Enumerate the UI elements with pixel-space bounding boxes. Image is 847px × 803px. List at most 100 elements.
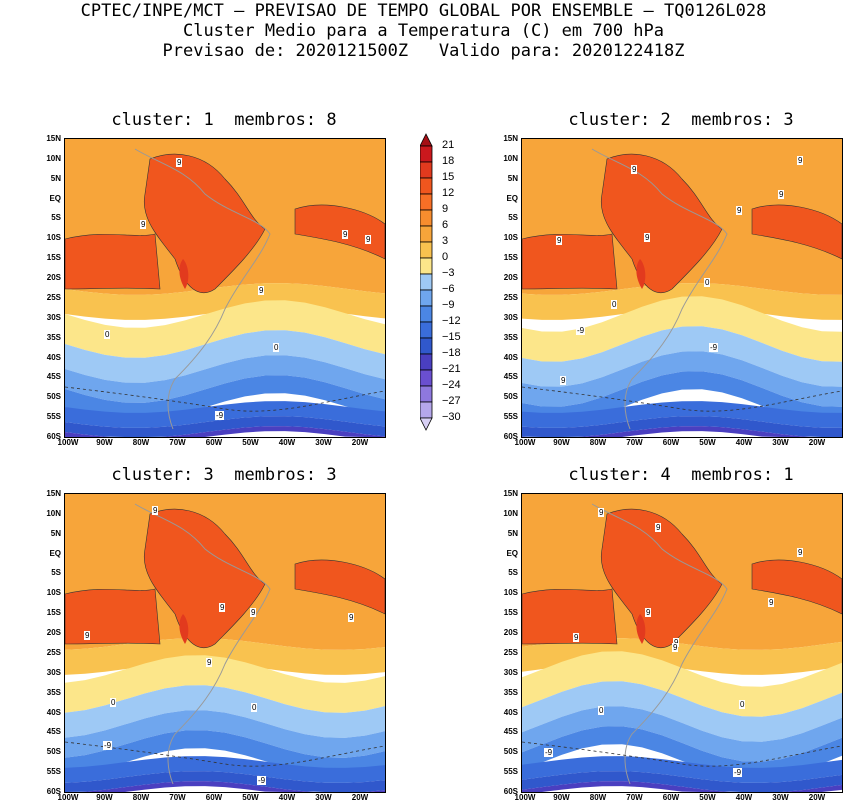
temperature-band-7 xyxy=(522,771,842,792)
coastline xyxy=(591,148,728,430)
temperature-band-3 xyxy=(65,330,385,383)
lat-tick-label: 5S xyxy=(51,568,61,578)
lon-tick-label: 30W xyxy=(315,438,332,447)
warm-band-east xyxy=(751,204,842,260)
panel-title-1: cluster: 1 membros: 8 xyxy=(111,110,337,130)
temperature-band-5 xyxy=(522,726,842,780)
contour-label: 9 xyxy=(768,598,775,607)
lat-tick-label: 25S xyxy=(46,647,61,657)
lat-tick-label: 35S xyxy=(503,687,518,697)
coastline xyxy=(134,148,271,430)
lon-tick-label: 100W xyxy=(57,793,79,802)
lon-tick-label: 30W xyxy=(315,793,332,802)
contour-label: 0 xyxy=(110,698,117,707)
lon-tick-label: 100W xyxy=(514,793,536,802)
lon-tick-label: 50W xyxy=(242,438,259,447)
temperature-band-8 xyxy=(522,426,842,437)
lat-tick-label: 45S xyxy=(503,372,518,382)
temperature-band-4 xyxy=(65,710,385,758)
lat-tick-label: 15S xyxy=(503,253,518,263)
contour-label: 9 xyxy=(645,608,652,617)
panel-title-4: cluster: 4 membros: 1 xyxy=(568,465,794,485)
contour-label: 9 xyxy=(673,638,680,647)
lon-tick-label: 60W xyxy=(205,793,223,802)
lat-tick-label: 60S xyxy=(46,787,61,796)
colorbar-tick-label: −3 xyxy=(442,267,455,279)
panel-title-2: cluster: 2 membros: 3 xyxy=(568,110,794,130)
lon-tick-label: 50W xyxy=(242,793,259,802)
lon-tick-label: 70W xyxy=(626,438,643,447)
lat-tick-label: 15N xyxy=(503,134,518,143)
colorbar-swatch xyxy=(420,193,433,211)
temperature-band-3 xyxy=(522,681,842,742)
temperature-band-8 xyxy=(65,781,385,792)
lat-tick-label: 20S xyxy=(503,628,518,638)
colorbar-swatch xyxy=(420,369,433,387)
temperature-map-1 xyxy=(64,138,386,438)
lon-tick-label: 60W xyxy=(662,438,680,447)
lat-tick-label: 10S xyxy=(503,588,518,598)
warm-region xyxy=(143,153,266,294)
lat-tick-label: 10N xyxy=(46,153,61,163)
contour-label: 9 xyxy=(84,631,91,640)
warm-band-west xyxy=(522,233,618,290)
temperature-band-7 xyxy=(65,771,385,792)
lat-tick-label: 10N xyxy=(503,153,518,163)
lat-tick-label: 50S xyxy=(503,747,518,757)
contour-label: 9 xyxy=(152,506,159,515)
contour-label: 9 xyxy=(598,508,605,517)
lat-tick-label: 55S xyxy=(503,767,518,777)
contour-label: 9 xyxy=(631,165,638,174)
lat-tick-label: 40S xyxy=(46,352,61,362)
lon-tick-label: 90W xyxy=(96,438,113,447)
lat-tick-label: 30S xyxy=(46,312,61,322)
colorbar-tick-label: 12 xyxy=(442,187,455,199)
contour-label: -9 xyxy=(103,741,113,750)
colorbar-swatch xyxy=(420,289,433,307)
warm-band-east xyxy=(294,559,385,615)
panel-title-3: cluster: 3 membros: 3 xyxy=(111,465,337,485)
contour-label: 0 xyxy=(273,343,280,352)
warm-band-east xyxy=(751,559,842,615)
lat-tick-label: 5N xyxy=(50,528,61,538)
colorbar-tick-label: −15 xyxy=(442,331,461,343)
lat-tick-label: 60S xyxy=(503,432,518,441)
lon-tick-label: 90W xyxy=(553,438,570,447)
contour-label: 9 xyxy=(655,523,662,532)
lat-tick-label: 10S xyxy=(46,233,61,243)
colorbar-tick-label: 9 xyxy=(442,203,449,215)
contour-label: 9 xyxy=(348,613,355,622)
contour-label: 0 xyxy=(104,330,111,339)
temperature-band-8 xyxy=(522,781,842,792)
lat-tick-label: 55S xyxy=(46,412,61,422)
lon-tick-label: 40W xyxy=(278,793,296,802)
colorbar-tick-label: 3 xyxy=(442,235,449,247)
contour-label: 9 xyxy=(219,603,226,612)
temperature-band-6 xyxy=(522,756,842,783)
hot-core xyxy=(179,614,189,644)
contour-label: 9 xyxy=(342,230,349,239)
contour-label: 0 xyxy=(611,300,618,309)
lat-tick-label: 20S xyxy=(503,273,518,283)
lat-tick-label: 55S xyxy=(46,767,61,777)
lat-tick-label: 25S xyxy=(503,647,518,657)
lat-tick-label: 35S xyxy=(46,687,61,697)
colorbar-bottom-arrow xyxy=(420,417,433,431)
colorbar-tick-label: −30 xyxy=(442,411,461,423)
lat-tick-label: 30S xyxy=(46,667,61,677)
contour-label: 9 xyxy=(644,233,651,242)
lon-tick-label: 20W xyxy=(351,793,369,802)
lon-tick-label: 50W xyxy=(699,438,716,447)
colorbar-swatch xyxy=(420,337,433,355)
lat-tick-label: 50S xyxy=(46,747,61,757)
colorbar-tick-label: −18 xyxy=(442,347,461,359)
contour-label: 0 xyxy=(598,706,605,715)
contour-label: -9 xyxy=(733,768,743,777)
colorbar-swatch xyxy=(420,225,433,243)
coastline xyxy=(591,503,728,785)
lat-tick-label: 5N xyxy=(50,173,61,183)
temperature-band-4 xyxy=(522,351,842,407)
lon-tick-label: 60W xyxy=(662,793,680,802)
temperature-band-4 xyxy=(65,355,385,403)
colorbar-swatch xyxy=(420,353,433,371)
